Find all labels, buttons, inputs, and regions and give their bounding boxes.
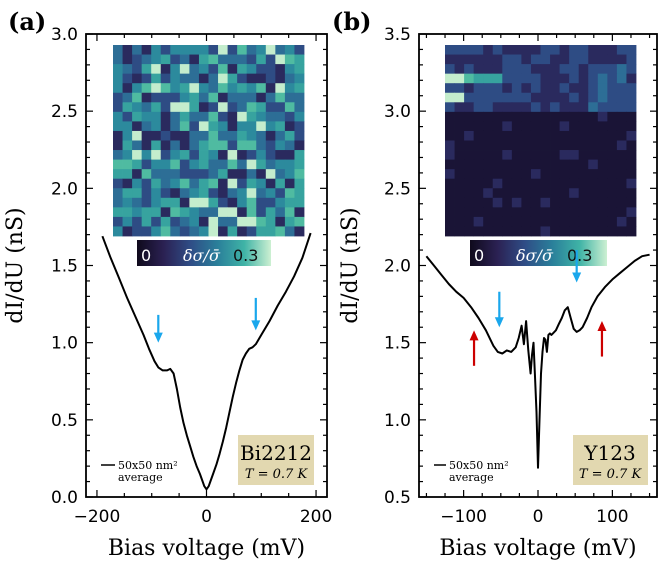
panel-a-colorbar-min: 0: [141, 246, 151, 265]
panel-b-colorbar-label: δσ/σ̄: [516, 246, 554, 265]
panel-a-heatmap-inset: [113, 45, 305, 237]
panel-b-ytick-label: 1.0: [384, 411, 411, 431]
panel-b-red-arrow: [469, 330, 479, 366]
panel-a-series-line: [101, 232, 312, 491]
panel-b-red-arrow: [597, 321, 607, 357]
panel-b-ytick-label: 3.5: [384, 25, 411, 45]
panel-b-legend-text-1: 50x50 nm²: [449, 459, 509, 472]
panel-a-axes: 0.0 0.5 1.0 1.5 2.0 2.5 3.0 −200 0 200 Bias voltag…: [3, 25, 332, 561]
panel-a-ytick-label: 0.5: [51, 411, 78, 431]
panel-b-temperature-label: T = 0.7 K: [579, 467, 643, 482]
panel-a-label: (a): [8, 7, 46, 36]
panel-a-xtick-label: 200: [300, 507, 332, 527]
panel-b-ytick-label: 3.0: [384, 102, 411, 122]
panel-a-temperature-label: T = 0.7 K: [245, 467, 309, 482]
panel-b-label: (b): [332, 7, 372, 36]
panel-a-colorbar-max: 0.3: [233, 246, 258, 265]
panel-a-sample-box: [238, 435, 314, 485]
panel-b-axes: 0.5 1.0 1.5 2.0 2.5 3.0 3.5 −100 0 100 Bias voltag…: [338, 25, 658, 561]
panel-b-sample-box: [573, 435, 648, 485]
panel-a-ytick-label: 3.0: [51, 25, 78, 45]
panel-b-ylabel: dI/dU (nS): [338, 207, 363, 323]
panel-b-xtick-label: 0: [533, 507, 544, 527]
panel-a-arrows: [153, 297, 261, 343]
panel-a-legend-text-1: 50x50 nm²: [118, 459, 178, 472]
panel-b-ytick-label: 2.0: [384, 257, 411, 277]
panel-a-blue-arrow: [153, 314, 163, 343]
panel-a-colorbar: [137, 240, 271, 266]
panel-b-blue-arrow: [572, 250, 582, 283]
panel-b-xtick-label: 100: [596, 507, 628, 527]
panel-a-curve: [101, 232, 312, 491]
panel-b-curve: [425, 253, 650, 469]
panel-b-ytick-label: 2.5: [384, 179, 411, 199]
panel-b-series-line: [425, 253, 650, 469]
panel-a-xtick-label: −200: [74, 507, 121, 527]
panel-b-ytick-label: 1.5: [384, 334, 411, 354]
panel-b-heatmap-inset: [445, 45, 637, 237]
panel-b: (b) 0 δσ/σ̄ 0.3 0.5 1.0 1.5 2.0 2.5 3.0 3.5 −10…: [332, 7, 658, 561]
panel-b-colorbar: [470, 240, 607, 266]
panel-b-sample-label: Y123: [583, 441, 635, 465]
panel-a-legend-text-2: average: [118, 471, 163, 484]
panel-a: (a) 0 δσ/σ̄ 0.3 0.0 0.5 1.0 1.5 2.0 2.5 3.0 −20…: [3, 7, 332, 561]
panel-b-xtick-label: −100: [440, 507, 487, 527]
panel-a-ytick-label: 0.0: [51, 488, 78, 508]
panel-b-blue-arrow: [494, 291, 504, 328]
panel-a-ytick-label: 1.5: [51, 257, 78, 277]
panel-b-xlabel: Bias voltage (mV): [439, 536, 636, 561]
panel-b-arrows: [469, 250, 607, 366]
panel-a-colorbar-label: δσ/σ̄: [183, 246, 221, 265]
panel-a-xlabel: Bias voltage (mV): [108, 536, 305, 561]
panel-a-ylabel: dI/dU (nS): [3, 207, 28, 323]
panel-a-ytick-label: 2.5: [51, 102, 78, 122]
panel-a-ytick-label: 2.0: [51, 179, 78, 199]
panel-b-ytick-label: 0.5: [384, 488, 411, 508]
panel-a-sample-label: Bi2212: [240, 441, 312, 465]
panel-b-colorbar-min: 0: [474, 246, 484, 265]
panel-a-ytick-label: 1.0: [51, 334, 78, 354]
panel-a-xtick-label: 0: [201, 507, 212, 527]
panel-b-colorbar-max: 0.3: [567, 246, 592, 265]
panel-a-blue-arrow: [251, 297, 261, 331]
panel-b-legend-text-2: average: [449, 471, 494, 484]
